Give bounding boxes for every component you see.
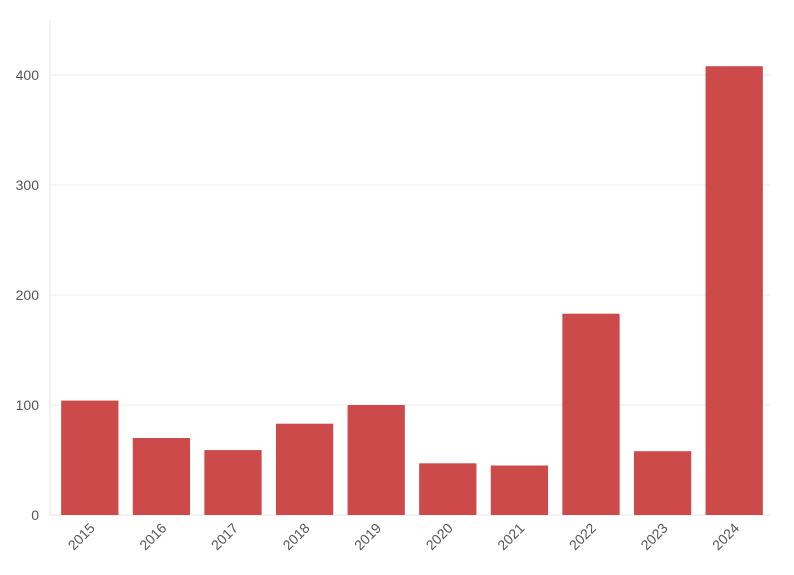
bar-2022[interactable] bbox=[562, 313, 620, 515]
x-tick-label: 2019 bbox=[351, 520, 384, 553]
bar-2019[interactable] bbox=[347, 405, 405, 515]
y-tick-labels: 0 100 200 300 400 bbox=[16, 67, 40, 523]
bar-2016[interactable] bbox=[132, 438, 191, 515]
bar-2023[interactable] bbox=[633, 451, 692, 515]
bar-2021[interactable] bbox=[490, 465, 549, 516]
y-tick-label: 400 bbox=[16, 67, 40, 83]
y-tick-label: 200 bbox=[16, 287, 40, 303]
x-tick-label: 2016 bbox=[136, 520, 169, 553]
gridlines bbox=[50, 74, 770, 406]
bar-2017[interactable] bbox=[204, 450, 262, 515]
x-tick-label: 2024 bbox=[709, 520, 742, 553]
x-tick-labels: 2015 2016 2017 2018 2019 2020 2021 2022 2023 2024 bbox=[65, 520, 743, 553]
bar-2020[interactable] bbox=[419, 463, 477, 515]
x-tick-label: 2023 bbox=[637, 520, 670, 553]
x-tick-label: 2022 bbox=[566, 520, 599, 553]
x-tick-label: 2020 bbox=[423, 520, 456, 553]
bar-2015[interactable] bbox=[61, 400, 119, 515]
bar-2018[interactable] bbox=[275, 423, 334, 515]
bar-2024[interactable] bbox=[705, 66, 763, 515]
y-tick-label: 100 bbox=[16, 397, 40, 413]
y-tick-label: 0 bbox=[31, 507, 39, 523]
y-tick-label: 300 bbox=[16, 177, 40, 193]
x-tick-label: 2021 bbox=[494, 520, 527, 553]
x-tick-label: 2015 bbox=[65, 520, 98, 553]
x-tick-label: 2017 bbox=[208, 520, 241, 553]
x-tick-label: 2018 bbox=[279, 520, 312, 553]
bars bbox=[61, 66, 763, 515]
